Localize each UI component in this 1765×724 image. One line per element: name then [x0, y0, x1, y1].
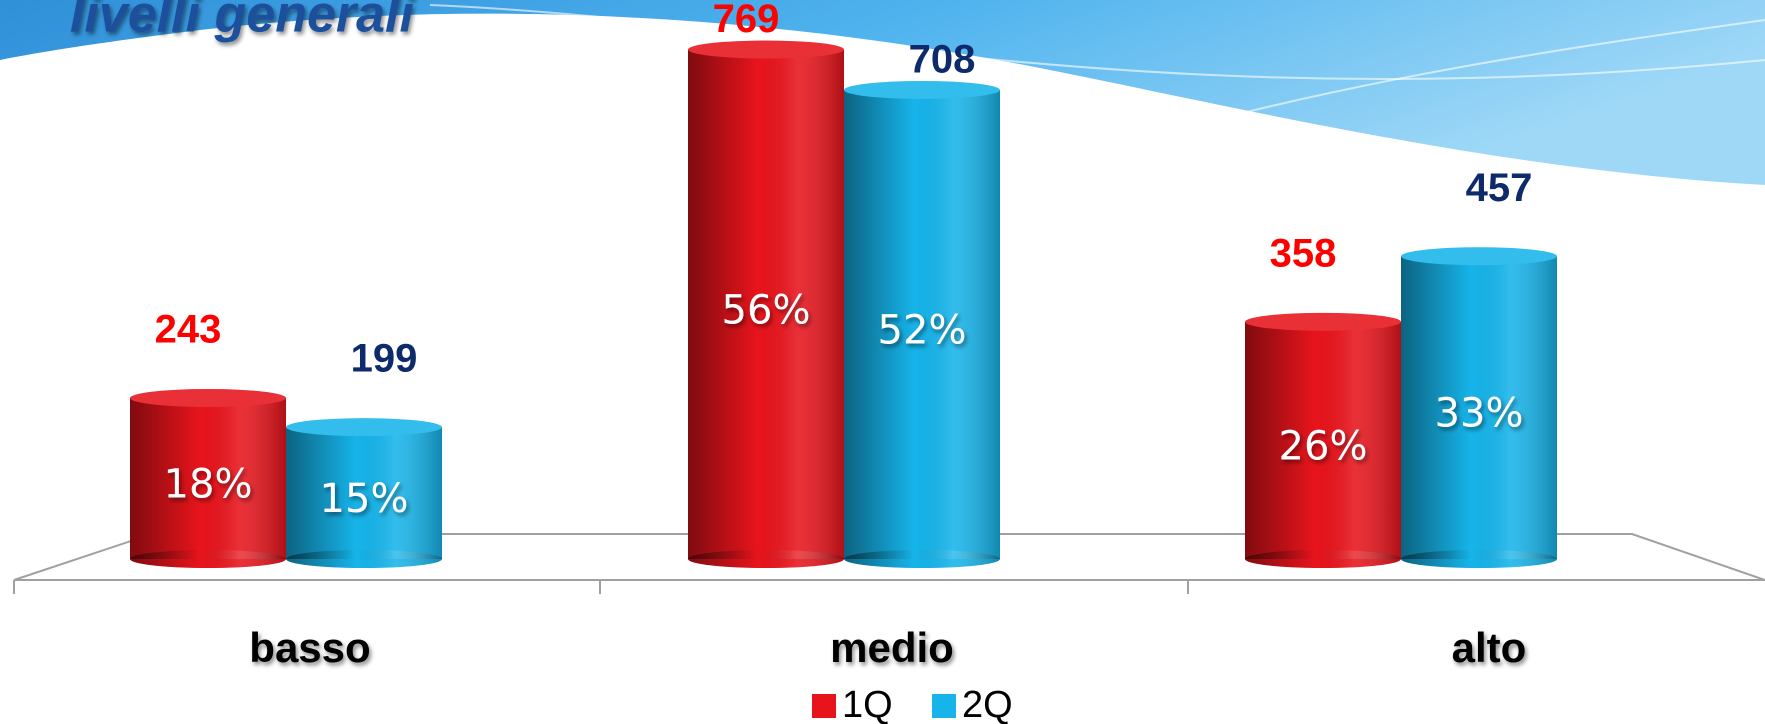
percent-label: 15% [320, 476, 409, 522]
x-tick-label: medio [830, 624, 954, 671]
wave-line [1119, 19, 1765, 146]
legend-swatch [932, 694, 956, 718]
bar-top-shade [1401, 247, 1557, 266]
wave-line [429, 4, 1765, 80]
bar-top [130, 389, 286, 408]
legend-label: 2Q [962, 684, 1013, 724]
bar-base-shade [130, 550, 286, 568]
bar-shading [130, 398, 286, 559]
bar-base-shade [286, 550, 442, 568]
bar-top-shade [130, 389, 286, 408]
bar-base-shade [1401, 550, 1557, 568]
bar-top [688, 40, 844, 59]
bar-top-shade [1245, 312, 1401, 331]
bar-top [286, 418, 442, 437]
chart-title: livelli generali [70, 0, 415, 44]
bar-shading [1401, 256, 1557, 559]
bar-base-shade [844, 550, 1000, 568]
legend-label: 1Q [842, 684, 893, 724]
bar-top [1401, 247, 1557, 266]
value-label: 358 [1270, 231, 1337, 275]
value-label: 243 [155, 308, 222, 352]
value-label: 199 [351, 337, 418, 381]
percent-label: 26% [1279, 423, 1368, 469]
bar-shading [688, 49, 844, 559]
bar-base-shade [1245, 550, 1401, 568]
value-label: 457 [1466, 166, 1533, 210]
percent-label: 33% [1435, 391, 1524, 437]
bar-top [844, 80, 1000, 99]
bar-shading [1245, 321, 1401, 559]
bar-top [1245, 312, 1401, 331]
bar-top-shade [844, 80, 1000, 99]
bar-top-shade [688, 40, 844, 59]
background-wave [0, 0, 1765, 185]
bar-base-shade [688, 550, 844, 568]
x-tick-label: basso [249, 624, 370, 671]
percent-label: 56% [722, 287, 811, 333]
x-tick-label: alto [1452, 624, 1527, 671]
value-label: 769 [713, 0, 780, 41]
bar-shading [286, 427, 442, 559]
legend-swatch [812, 694, 836, 718]
percent-label: 52% [878, 307, 967, 353]
percent-label: 18% [164, 462, 253, 508]
bar-top-shade [286, 418, 442, 437]
value-label: 708 [909, 38, 976, 82]
bar-shading [844, 89, 1000, 559]
category-ticks [13, 580, 1189, 594]
